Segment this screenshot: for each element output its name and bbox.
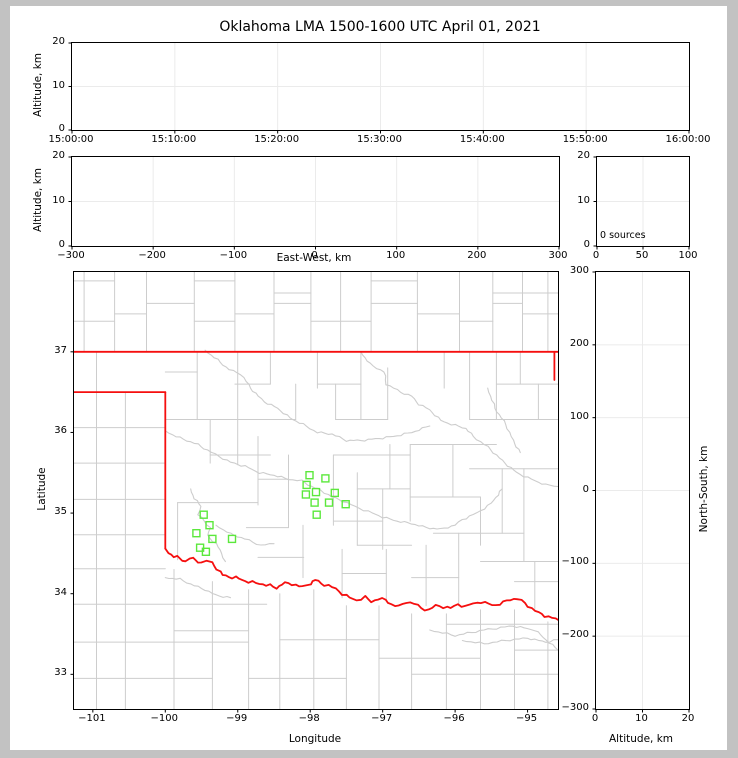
map-ytick: 33 xyxy=(54,667,67,679)
ew-height-xtick: 0 xyxy=(311,250,318,261)
time-height-tick-marks xyxy=(68,42,690,134)
ns-height-gridlines xyxy=(596,272,689,709)
ns-height-xtick: 20 xyxy=(681,713,695,724)
map-xtick: −96 xyxy=(443,713,465,724)
ew-height-xtick: 300 xyxy=(548,250,568,261)
ns-height-xtick: 10 xyxy=(635,713,648,724)
lma-station-marker xyxy=(201,547,211,556)
river-line xyxy=(215,524,275,546)
river-line xyxy=(164,577,232,599)
lma-station-marker xyxy=(321,474,330,483)
alt-hist-gridlines xyxy=(597,157,689,246)
time-height-ytick: 10 xyxy=(52,79,65,91)
ew-height-xlabel: East-West, km xyxy=(276,252,352,264)
lma-station-marker xyxy=(311,487,321,497)
state-boundary-red-river xyxy=(164,547,558,621)
river-line xyxy=(429,625,558,651)
map-ylabel: Latitude xyxy=(36,467,48,511)
river-line xyxy=(487,387,521,454)
ew-height-gridlines xyxy=(72,157,559,246)
lma-station-marker xyxy=(330,488,339,498)
alt-hist-ytick: 10 xyxy=(577,194,590,206)
time-height-gridlines xyxy=(72,43,689,130)
alt-hist-ytick: 20 xyxy=(577,150,590,161)
ew-height-xtick: 100 xyxy=(386,250,406,261)
ew-height-ytick: 20 xyxy=(52,150,65,161)
map-xtick: −95 xyxy=(516,713,538,724)
ew-height-ytick: 10 xyxy=(52,194,65,206)
ew-height-xtick: −200 xyxy=(138,250,166,261)
ew-height-tick-marks xyxy=(68,156,560,250)
ns-height-ylabel: North-South, km xyxy=(698,445,710,533)
lma-station-marker xyxy=(341,499,350,509)
map-xlabel: Longitude xyxy=(288,733,342,745)
ew-height-ytick: 0 xyxy=(58,239,65,250)
time-height-xtick: 15:40:00 xyxy=(459,134,505,145)
panel-northsouth-height xyxy=(592,271,690,713)
map-xtick: −99 xyxy=(226,713,248,724)
map-xtick: −101 xyxy=(78,713,106,724)
figure-canvas: Oklahoma LMA 1500-1600 UTC April 01, 202… xyxy=(10,6,727,750)
lma-station-marker xyxy=(310,498,319,507)
alt-hist-ytick: 0 xyxy=(583,239,590,250)
ns-height-ytick: −100 xyxy=(561,556,589,568)
lma-station-marker xyxy=(312,510,321,519)
map-content xyxy=(74,272,558,709)
map-ytick: 36 xyxy=(54,425,67,437)
time-height-xtick: 15:30:00 xyxy=(357,134,402,145)
ns-height-tick-marks xyxy=(592,271,690,713)
map-ytick: 37 xyxy=(54,344,67,356)
ns-height-ytick: 300 xyxy=(569,265,589,276)
map-ytick: 35 xyxy=(54,506,67,518)
time-height-xtick: 15:20:00 xyxy=(254,134,300,145)
panel-altitude-histogram xyxy=(593,156,690,250)
map-tick-marks xyxy=(70,351,529,713)
panel-eastwest-height xyxy=(68,156,560,250)
lma-station-marker xyxy=(324,498,334,507)
lma-station-marker xyxy=(305,470,314,480)
panel-plan-view-map xyxy=(70,271,559,713)
alt-hist-tick-marks xyxy=(593,156,690,250)
ns-height-ytick: −300 xyxy=(561,702,589,713)
lma-station-marker xyxy=(205,520,214,530)
sources-count-annotation: 0 sources xyxy=(600,230,646,241)
ns-height-xtick: 0 xyxy=(591,713,599,724)
time-height-xtick: 16:00:00 xyxy=(665,134,711,145)
time-height-xtick: 15:50:00 xyxy=(562,134,608,145)
lma-station-marker xyxy=(208,534,217,544)
ns-height-ytick: 100 xyxy=(569,410,589,422)
ew-height-xtick: −300 xyxy=(57,250,85,261)
map-xtick: −100 xyxy=(150,713,179,724)
river-line xyxy=(360,351,558,488)
lma-station-marker xyxy=(301,490,311,499)
lma-station-marker xyxy=(302,480,311,490)
river-line xyxy=(164,430,503,530)
ns-height-ytick: 200 xyxy=(569,337,589,349)
ew-height-xtick: −100 xyxy=(219,250,248,261)
lma-station-marker xyxy=(192,529,201,538)
river-line xyxy=(461,637,558,645)
ns-height-ytick: 0 xyxy=(582,483,589,495)
lma-station-marker xyxy=(199,510,208,519)
map-xtick: −97 xyxy=(371,713,393,724)
river-line xyxy=(204,349,431,442)
alt-hist-xtick: 100 xyxy=(678,250,698,261)
map-xtick: −98 xyxy=(298,713,320,724)
alt-hist-xtick: 50 xyxy=(635,250,649,261)
ns-height-ytick: −200 xyxy=(561,629,589,641)
lma-station-markers xyxy=(192,470,350,556)
ew-height-xtick: 200 xyxy=(467,250,487,261)
time-height-ytick: 0 xyxy=(58,123,65,134)
ns-height-xlabel: Altitude, km xyxy=(608,733,674,745)
time-height-ytick: 20 xyxy=(52,36,65,47)
panel-time-height xyxy=(68,42,690,134)
time-height-xtick: 15:00:00 xyxy=(48,134,94,145)
lma-station-marker xyxy=(227,534,237,544)
figure-title: Oklahoma LMA 1500-1600 UTC April 01, 202… xyxy=(219,19,541,35)
time-height-xtick: 15:10:00 xyxy=(151,134,197,145)
map-ytick: 34 xyxy=(54,586,67,598)
alt-hist-xtick: 0 xyxy=(592,250,600,261)
